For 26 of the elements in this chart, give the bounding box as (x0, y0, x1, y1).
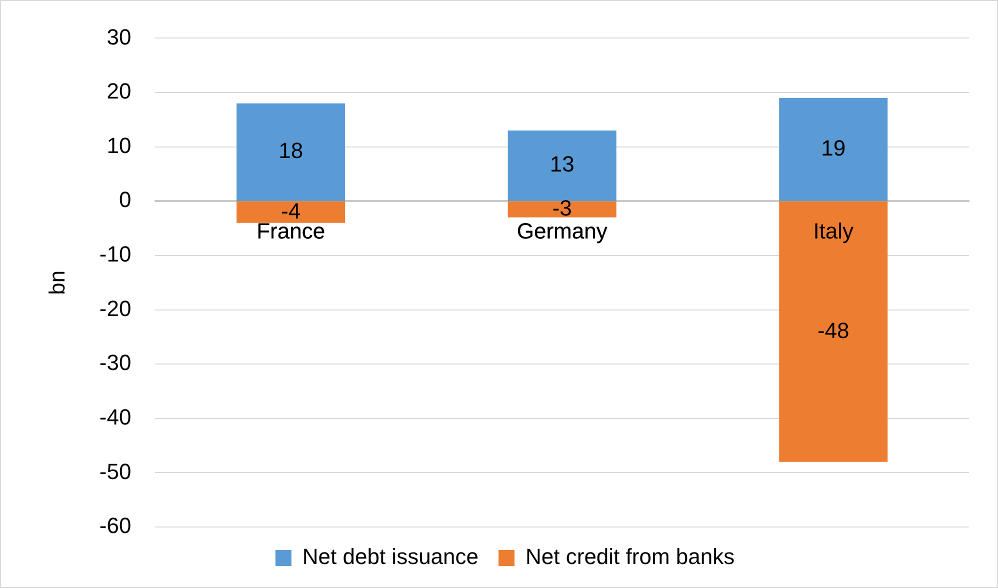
y-tick-label: -50 (99, 458, 132, 484)
legend-label: Net debt issuance (302, 544, 479, 570)
y-tick-label: 30 (106, 24, 132, 50)
y-tick-label: -60 (99, 513, 132, 538)
bar (779, 202, 888, 462)
data-label: 13 (550, 152, 574, 177)
y-tick-label: 0 (118, 187, 132, 212)
y-tick-label: -20 (99, 296, 132, 321)
y-tick-label: -10 (99, 242, 132, 267)
legend-label: Net credit from banks (526, 544, 735, 570)
data-label: -3 (552, 196, 572, 221)
x-tick-label: Germany (516, 218, 608, 244)
bar (508, 130, 616, 201)
y-tick-label: -30 (99, 350, 132, 376)
bar (508, 202, 616, 218)
y-tick-label: -40 (99, 404, 132, 430)
data-label: 18 (278, 138, 304, 164)
y-tick-label: 10 (106, 132, 132, 158)
y-tick-label: 20 (106, 78, 132, 104)
x-tick-label: Italy (813, 218, 854, 244)
bar (236, 103, 346, 201)
bar (779, 98, 888, 201)
data-label: -48 (817, 318, 850, 343)
y-axis-title: bn (44, 270, 70, 295)
data-label: 19 (821, 135, 846, 160)
bar (236, 202, 346, 223)
